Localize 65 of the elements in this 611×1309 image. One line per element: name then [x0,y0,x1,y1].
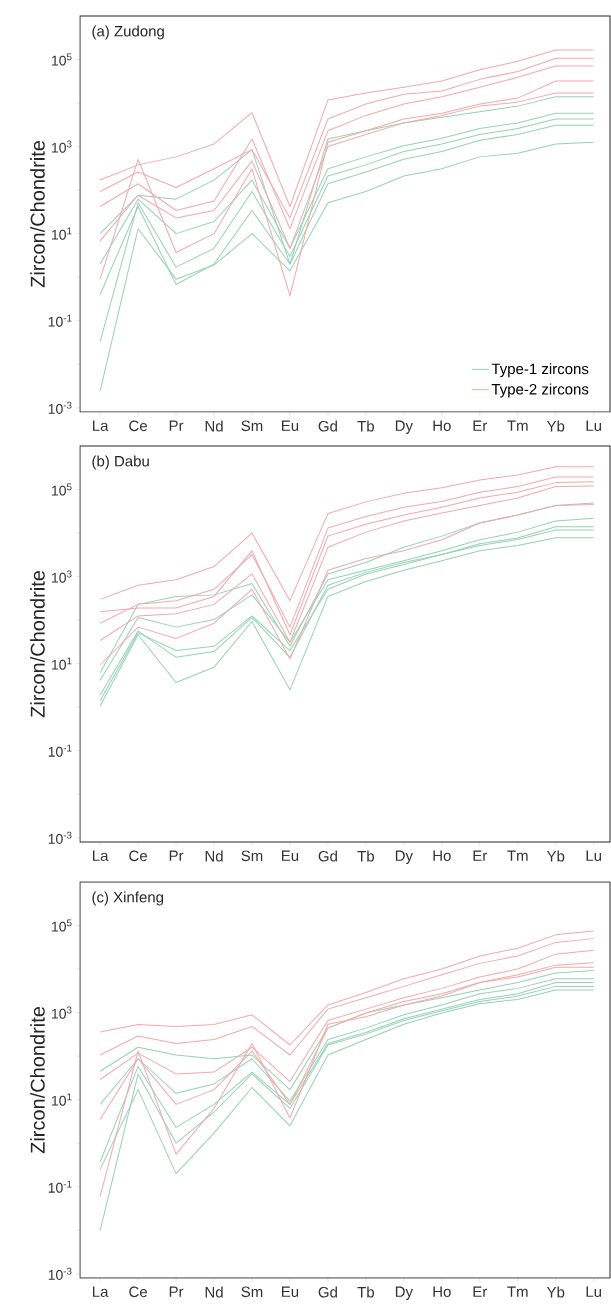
x-tick-label: Nd [205,850,223,862]
y-tick-label: 10$^{3}$ [52,1006,72,1019]
x-tick-label: Ho [433,1286,451,1297]
x-tick-label: La [93,1286,109,1297]
x-tick-label: Er [473,1286,488,1297]
y-axis-title: Zircon/Chondrite [30,570,45,718]
x-tick-label: Tm [507,1286,528,1297]
legend-label: Type-2 zircons [491,383,589,398]
y-tick-label: 10$^{3}$ [52,140,72,153]
x-tick-label: Dy [395,850,413,864]
x-tick-label: Yb [546,420,565,432]
x-tick-label: Eu [282,850,299,861]
x-tick-label: Ce [129,420,147,432]
x-tick-label: La [93,420,109,431]
x-tick-label: Pr [169,850,184,861]
x-tick-label: Dy [395,1286,413,1300]
y-tick-label: 10$^{1}$ [52,227,72,240]
x-tick-label: Yb [546,850,565,862]
y-tick-label: 10$^{5}$ [52,483,72,496]
y-tick-label: 10$^{1}$ [52,1093,72,1106]
x-tick-label: Yb [546,1286,565,1298]
y-tick-label: 10$^{1}$ [52,657,72,670]
y-tick-label: 10$^{-1}$ [48,314,72,327]
x-tick-label: Sm [241,1286,263,1298]
x-tick-label: Tb [357,1286,375,1298]
y-tick-label: 10$^{5}$ [52,53,72,66]
x-tick-label: Gd [318,850,337,862]
x-tick-label: Eu [282,420,299,431]
x-tick-label: Ce [129,1286,147,1298]
y-tick-label: 10$^{5}$ [52,919,72,932]
x-tick-label: Lu [586,420,602,431]
x-tick-label: Gd [318,1286,337,1298]
x-tick-label: Lu [586,1286,602,1297]
y-tick-label: 10$^{-1}$ [48,1180,72,1193]
x-tick-label: Lu [586,850,602,861]
x-tick-label: Sm [241,420,263,432]
x-tick-label: Ce [129,850,147,862]
x-tick-label: Pr [169,420,184,431]
x-tick-label: Nd [205,1286,223,1298]
x-tick-label: Pr [169,1286,184,1297]
text: (b) Dabu [92,455,149,470]
y-tick-label: 10$^{-3}$ [48,401,72,414]
x-tick-label: Tb [357,420,375,432]
y-tick-label: 10$^{3}$ [52,570,72,583]
text: (a) Zudong [92,25,164,40]
x-tick-label: Nd [205,420,223,432]
y-tick-label: 10$^{-3}$ [48,1267,72,1280]
x-tick-label: Sm [241,850,263,862]
y-axis-title: Zircon/Chondrite [30,140,45,288]
y-tick-label: 10$^{-1}$ [48,744,72,757]
y-axis-title: Zircon/Chondrite [30,1006,45,1154]
x-tick-label: Tm [507,850,528,861]
x-tick-label: Er [473,420,488,431]
y-tick-label: 10$^{-3}$ [48,831,72,844]
x-tick-label: Tb [357,850,375,862]
x-tick-label: Dy [395,420,413,434]
x-tick-label: Gd [318,420,337,432]
legend-label: Type-1 zircons [491,363,589,378]
x-tick-label: La [93,850,109,861]
x-tick-label: Er [473,850,488,861]
x-tick-label: Tm [507,420,528,431]
x-tick-label: Ho [433,420,451,431]
x-tick-label: Ho [433,850,451,861]
x-tick-label: Eu [282,1286,299,1297]
text: (c) Xinfeng [92,891,164,906]
